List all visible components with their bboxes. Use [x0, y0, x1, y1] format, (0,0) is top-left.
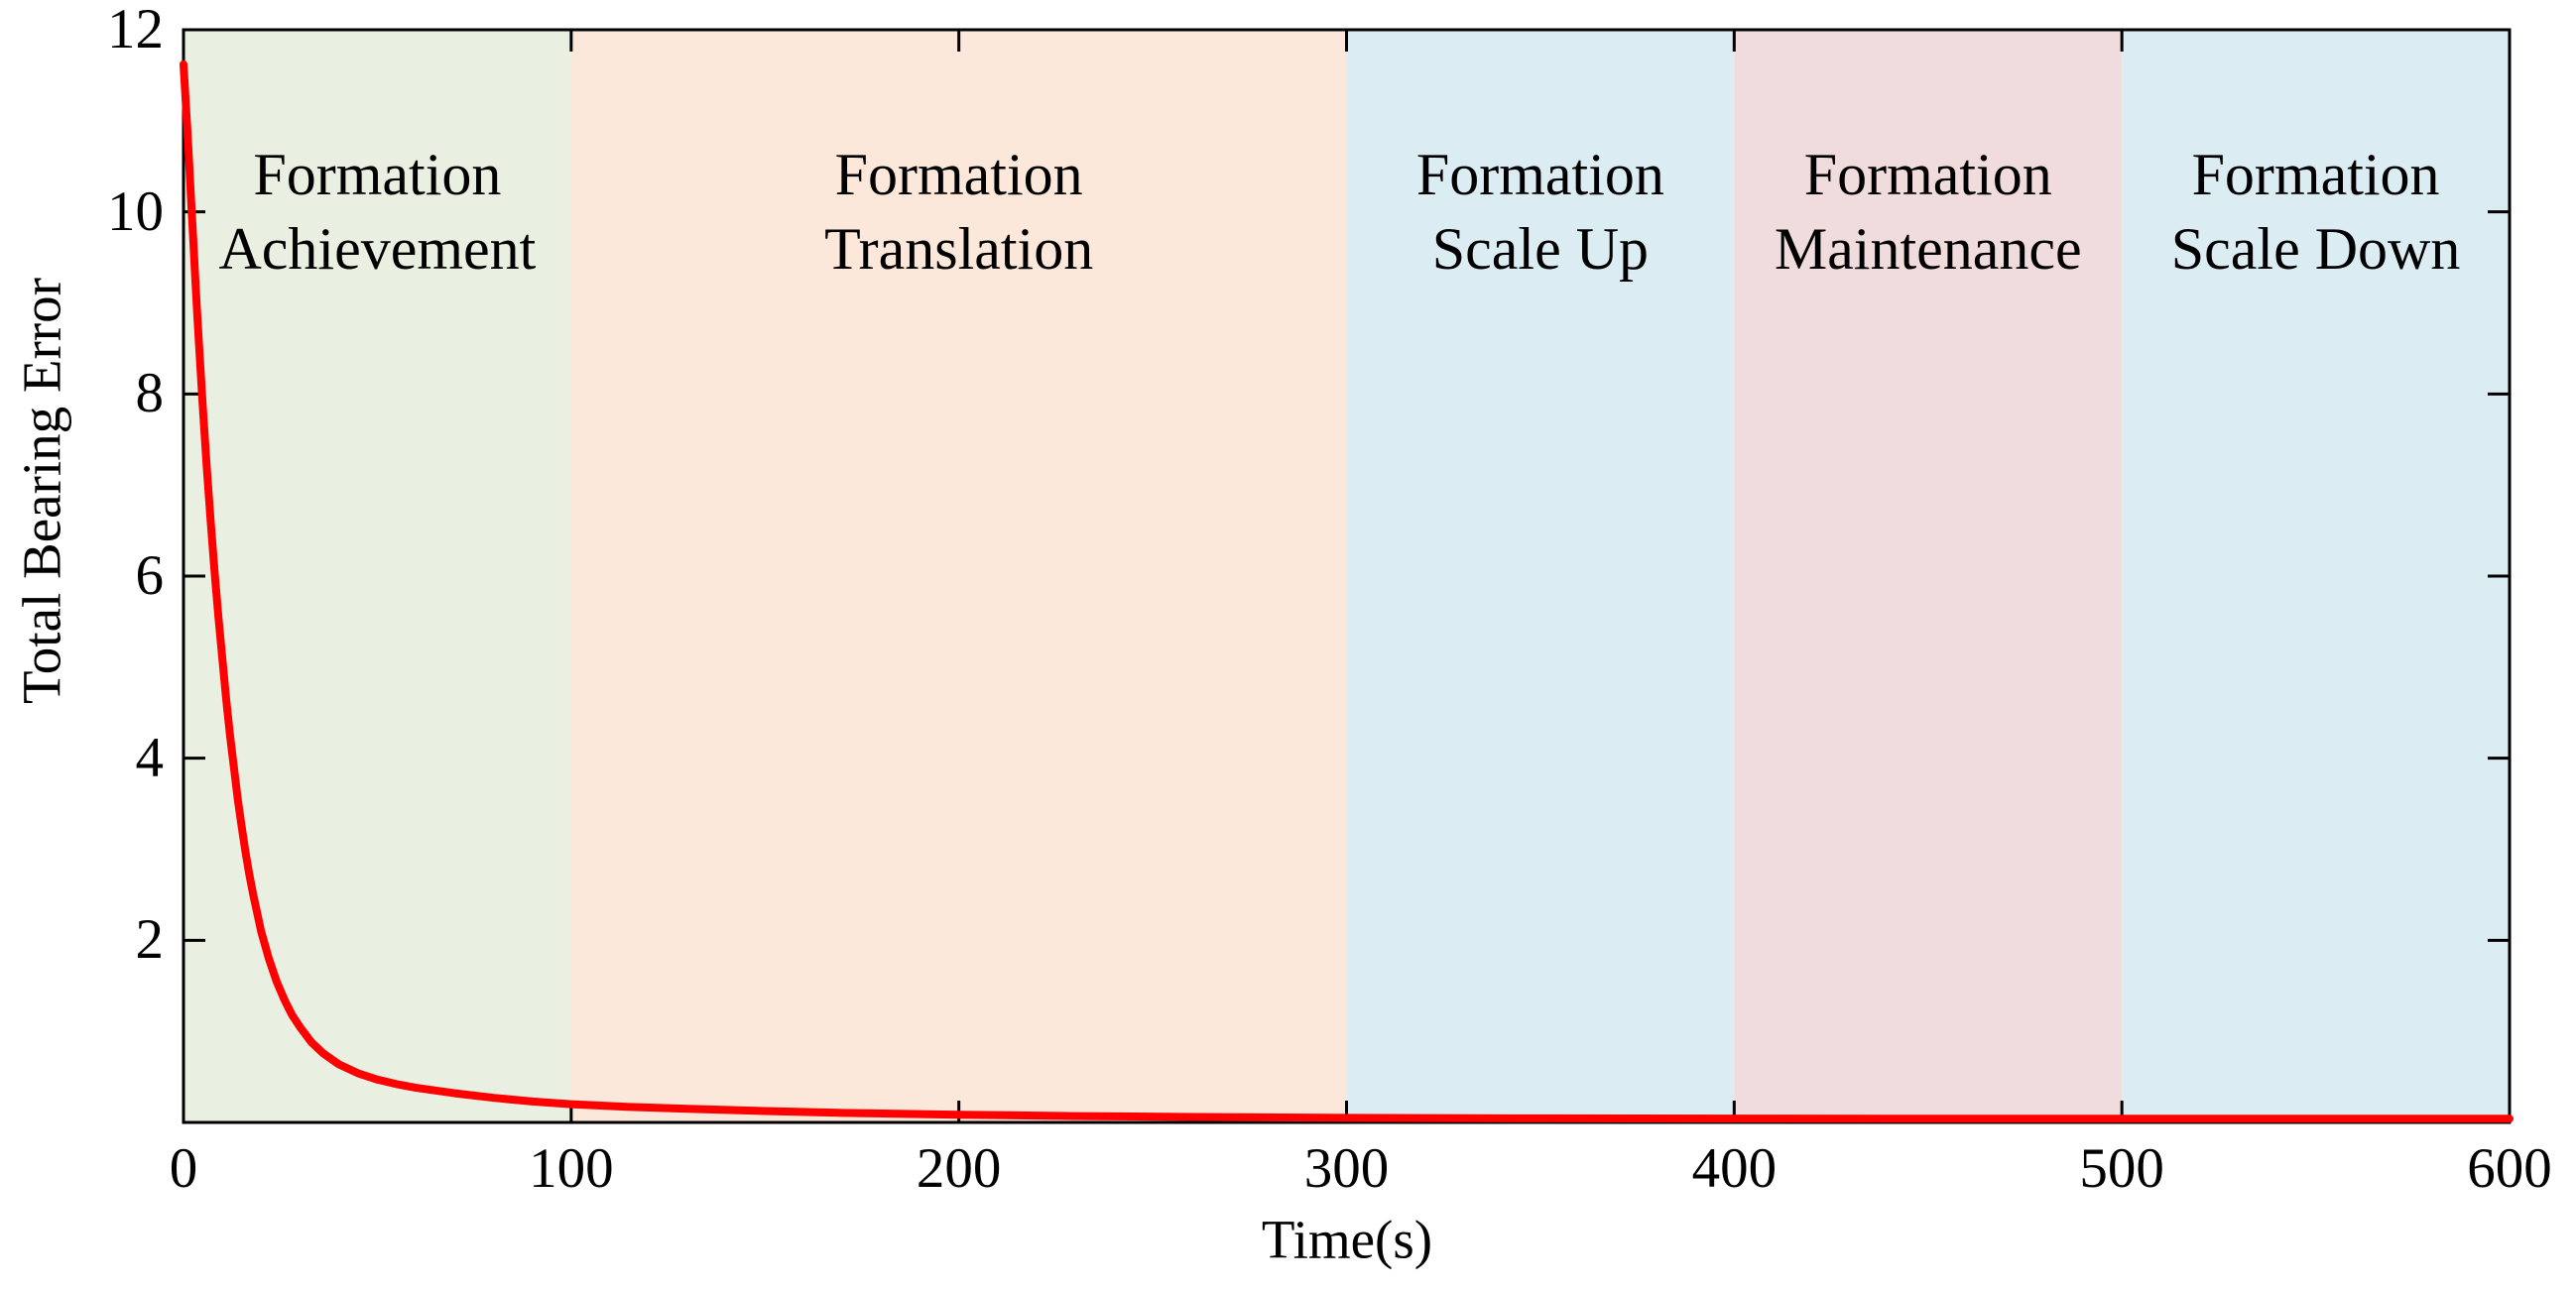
region-label: Formation Scale Down [2122, 138, 2510, 287]
region-label-line: Formation [834, 142, 1083, 207]
region-band [1346, 30, 1735, 1122]
x-tick-label: 200 [916, 1137, 1002, 1200]
y-tick-label: 4 [135, 726, 165, 789]
x-tick-label: 300 [1303, 1137, 1390, 1200]
error-curve [180, 59, 2514, 1123]
y-axis-title: Total Bearing Error [11, 278, 72, 704]
y-tick-label: 6 [135, 544, 165, 607]
region-label: Formation Scale Up [1347, 138, 1735, 287]
region-label: Formation Maintenance [1734, 138, 2122, 287]
x-tick-label: 400 [1691, 1137, 1778, 1200]
region-label-line: Translation [824, 216, 1094, 282]
x-tick-label: 500 [2079, 1137, 2164, 1200]
x-tick-label: 600 [2467, 1137, 2552, 1200]
region-label: Formation Achievement [184, 138, 571, 287]
region-label: Formation Translation [571, 138, 1347, 287]
x-tick-label: 100 [529, 1137, 614, 1200]
y-tick-label: 12 [107, 0, 164, 60]
region-label-line: Scale Up [1431, 216, 1650, 282]
region-band [1734, 30, 2123, 1122]
x-axis-title: Time(s) [1261, 1209, 1433, 1270]
y-tick-label: 10 [107, 179, 164, 243]
region-label-line: Formation [1415, 142, 1664, 207]
region-label-line: Achievement [218, 216, 537, 282]
region-band [570, 30, 1347, 1122]
y-tick-label: 2 [135, 908, 165, 972]
region-label-line: Formation [253, 142, 502, 207]
region-band [184, 30, 571, 1122]
region-label-line: Formation [1803, 142, 2052, 207]
y-tick-label: 8 [135, 362, 165, 425]
x-tick-label: 0 [169, 1137, 198, 1200]
region-label-line: Formation [2191, 142, 2440, 207]
plot-box [182, 28, 2512, 1124]
region-band [2122, 30, 2510, 1122]
region-label-line: Scale Down [2170, 216, 2461, 282]
region-label-line: Maintenance [1774, 216, 2082, 282]
